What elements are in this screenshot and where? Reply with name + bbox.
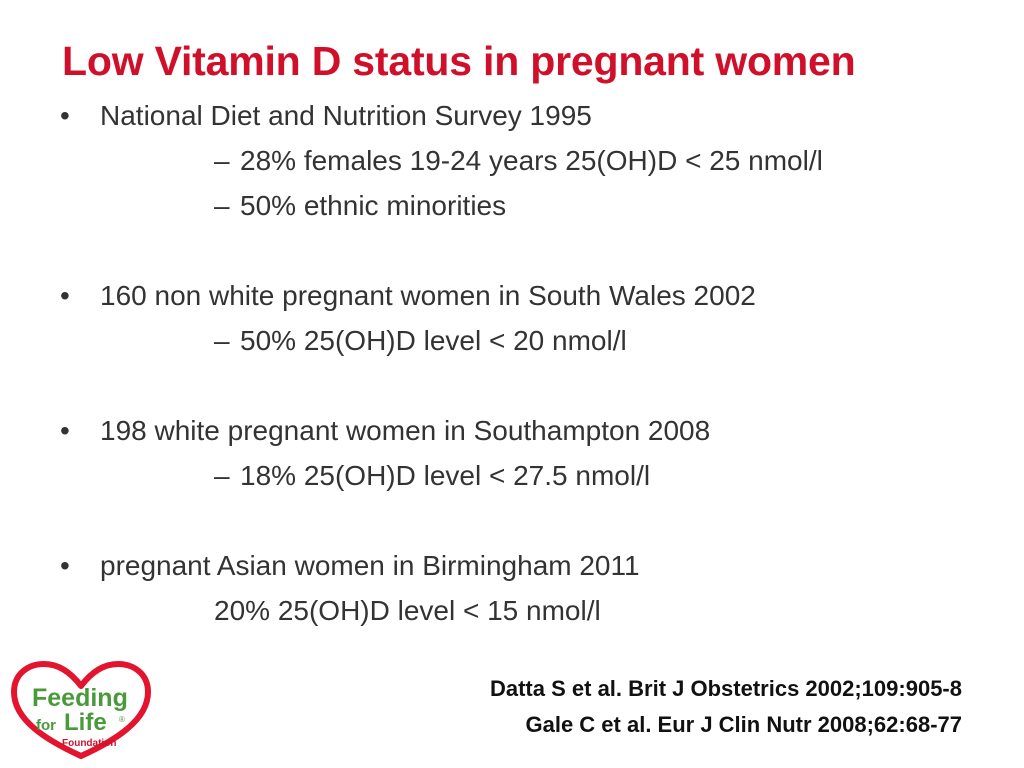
bullet-text: National Diet and Nutrition Survey 1995 [100, 100, 592, 131]
sub-bullet-text: 50% ethnic minorities [240, 190, 507, 221]
bullet-text: 160 non white pregnant women in South Wa… [100, 280, 756, 311]
bullet-text: pregnant Asian women in Birmingham 2011 [100, 550, 640, 581]
dash-marker: – [214, 145, 230, 176]
bullet-dot: • [60, 100, 70, 131]
sub-bullet-text: 28% females 19-24 years 25(OH)D < 25 nmo… [240, 145, 823, 176]
dash-marker: – [214, 190, 230, 221]
slide-title: Low Vitamin D status in pregnant women [62, 38, 856, 84]
logo-line1: Feeding [32, 684, 128, 712]
heart-outline-icon [11, 661, 151, 759]
bullet-dot: • [60, 415, 70, 446]
bullet-text: 198 white pregnant women in Southampton … [100, 415, 711, 446]
reference: Gale C et al. Eur J Clin Nutr 2008;62:68… [525, 712, 962, 737]
logo-line2a: for [36, 717, 56, 734]
bullet-dot: • [60, 280, 70, 311]
logo-registered: ® [119, 715, 125, 724]
feeding-for-life-logo: Feeding for Life ® Foundation [11, 661, 151, 759]
dash-marker: – [214, 325, 230, 356]
sub-bullet-text: 50% 25(OH)D level < 20 nmol/l [240, 325, 627, 356]
logo-line3: Foundation [62, 738, 116, 749]
reference: Datta S et al. Brit J Obstetrics 2002;10… [489, 676, 962, 701]
dash-marker: – [214, 460, 230, 491]
bullet-dot: • [60, 550, 70, 581]
sub-bullet-text: 20% 25(OH)D level < 15 nmol/l [214, 595, 601, 626]
sub-bullet-text: 18% 25(OH)D level < 27.5 nmol/l [240, 460, 651, 491]
logo-line2b: Life [64, 709, 107, 736]
